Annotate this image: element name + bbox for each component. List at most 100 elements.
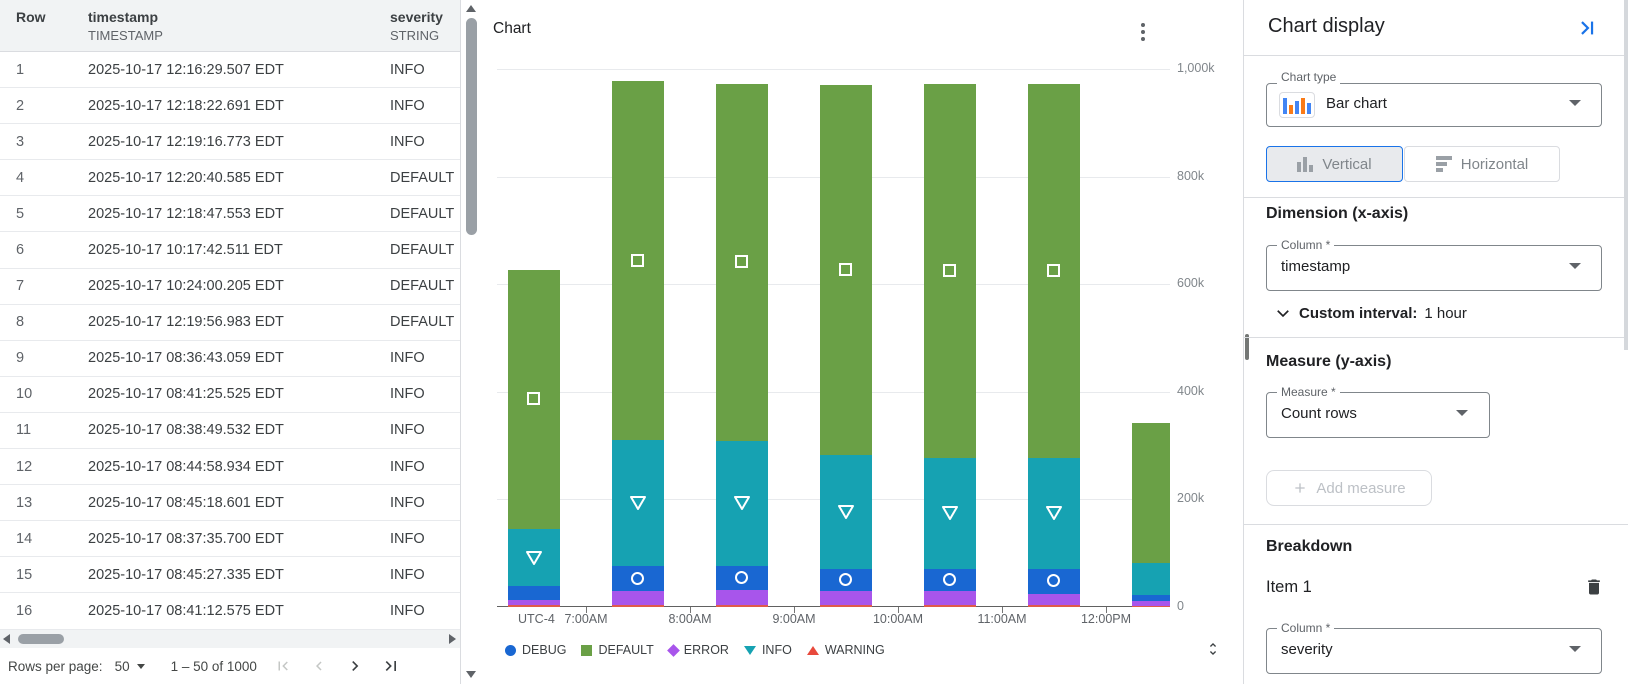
vertical-scrollbar-thumb[interactable] xyxy=(466,18,477,235)
chart-type-dropdown[interactable] xyxy=(1266,83,1602,127)
square-legend-icon xyxy=(581,644,593,656)
x-axis-label: 10:00AM xyxy=(872,612,924,626)
scroll-left-arrow-icon[interactable] xyxy=(3,634,10,644)
pagination-bar: Rows per page: 50 1 – 50 of 1000 xyxy=(0,648,460,684)
triangle-up-legend-icon xyxy=(806,645,819,655)
breakdown-column-label: Column * xyxy=(1277,621,1335,635)
scroll-up-arrow-icon[interactable] xyxy=(466,5,476,12)
x-axis-tick xyxy=(794,607,795,613)
bar-segment-debug xyxy=(820,568,872,591)
timestamp-cell: 2025-10-17 08:36:43.059 EDT xyxy=(88,350,284,367)
table-header: Row timestamp TIMESTAMP severity STRING xyxy=(0,0,460,52)
y-axis-label: 200k xyxy=(1177,491,1205,506)
chart-type-label: Chart type xyxy=(1277,70,1341,84)
stacked-bar xyxy=(1132,423,1170,607)
horizontal-orientation-button[interactable]: Horizontal xyxy=(1404,146,1560,182)
timestamp-cell: 2025-10-17 12:19:56.983 EDT xyxy=(88,314,284,331)
stacked-bar xyxy=(820,85,872,607)
table-row: 1 2025-10-17 12:16:29.507 EDT INFO xyxy=(0,52,460,89)
timestamp-cell: 2025-10-17 12:20:40.585 EDT xyxy=(88,169,284,186)
first-page-button[interactable] xyxy=(271,654,295,678)
vertical-scrollbar[interactable] xyxy=(461,0,484,684)
x-axis-tick xyxy=(1002,607,1003,613)
panel-title: Chart display xyxy=(1268,15,1385,37)
table-row: 9 2025-10-17 08:36:43.059 EDT INFO xyxy=(0,341,460,377)
expand-chart-icon[interactable] xyxy=(1205,636,1221,667)
triangle-down-marker-icon xyxy=(1045,505,1063,526)
bar-segment-error xyxy=(1132,601,1170,606)
measure-value: Count rows xyxy=(1281,405,1357,422)
square-marker-icon xyxy=(527,392,540,406)
circle-marker-icon xyxy=(735,570,748,584)
triangle-down-marker-icon xyxy=(733,495,751,516)
table-row: 13 2025-10-17 08:45:18.601 EDT INFO xyxy=(0,485,460,522)
panel-scrollbar-thumb[interactable] xyxy=(1624,0,1628,350)
timestamp-cell: 2025-10-17 12:19:16.773 EDT xyxy=(88,133,284,150)
row-number: 3 xyxy=(16,133,25,150)
table-row: 2 2025-10-17 12:18:22.691 EDT INFO xyxy=(0,88,460,125)
scroll-down-arrow-icon[interactable] xyxy=(466,671,476,678)
chart-type-caret-icon xyxy=(1569,100,1581,106)
row-number: 10 xyxy=(16,386,33,403)
bar-segment-warning xyxy=(716,604,768,607)
column-type-timestamp: TIMESTAMP xyxy=(88,28,163,43)
row-number: 2 xyxy=(16,97,25,114)
severity-cell: INFO xyxy=(390,386,425,403)
vertical-orientation-button[interactable]: Vertical xyxy=(1266,146,1403,182)
timezone-label: UTC-4 xyxy=(518,612,555,626)
triangle-down-legend-icon xyxy=(743,645,756,655)
horizontal-scrollbar-thumb[interactable] xyxy=(18,634,64,644)
gridline xyxy=(497,69,1170,70)
dimension-column-label: Column * xyxy=(1277,238,1335,252)
severity-cell: INFO xyxy=(390,350,425,367)
severity-cell: INFO xyxy=(390,61,425,78)
dimension-column-dropdown[interactable] xyxy=(1266,245,1602,291)
dropdown-caret-icon xyxy=(136,663,145,669)
plus-icon xyxy=(1295,483,1306,493)
legend-item-debug: DEBUG xyxy=(505,643,566,657)
timestamp-cell: 2025-10-17 08:45:18.601 EDT xyxy=(88,494,284,511)
y-axis-label: 0 xyxy=(1177,599,1184,613)
collapse-panel-icon[interactable] xyxy=(1576,17,1598,44)
add-measure-button[interactable]: Add measure xyxy=(1266,470,1432,506)
square-marker-icon xyxy=(1047,264,1060,278)
bar-segment-error xyxy=(1028,594,1080,605)
horizontal-scrollbar[interactable] xyxy=(0,630,460,648)
panel-splitter-handle[interactable] xyxy=(1245,334,1249,360)
custom-interval-toggle[interactable]: Custom interval: 1 hour xyxy=(1274,304,1467,322)
measure-dropdown[interactable] xyxy=(1266,392,1490,438)
table-row: 3 2025-10-17 12:19:16.773 EDT INFO xyxy=(0,124,460,161)
horizontal-bars-icon xyxy=(1435,156,1452,172)
last-page-button[interactable] xyxy=(379,654,403,678)
scroll-right-arrow-icon[interactable] xyxy=(449,634,456,644)
bar-segment-default xyxy=(716,84,768,441)
table-row: 12 2025-10-17 08:44:58.934 EDT INFO xyxy=(0,449,460,486)
custom-interval-label: Custom interval: xyxy=(1299,304,1418,322)
dimension-column-value: timestamp xyxy=(1281,258,1351,275)
bar-segment-default xyxy=(1132,423,1170,563)
row-number: 9 xyxy=(16,350,25,367)
previous-page-button[interactable] xyxy=(307,654,331,678)
rows-per-page-select[interactable]: 50 xyxy=(115,659,145,674)
severity-cell: DEFAULT xyxy=(390,169,455,186)
bar-segment-default xyxy=(612,80,664,441)
row-number: 15 xyxy=(16,566,33,583)
breakdown-heading: Breakdown xyxy=(1266,538,1353,555)
next-page-button[interactable] xyxy=(343,654,367,678)
bar-segment-info xyxy=(508,529,560,587)
x-axis-label: 12:00PM xyxy=(1080,612,1132,626)
row-number: 5 xyxy=(16,205,25,222)
x-axis-tick xyxy=(586,607,587,613)
table-row: 14 2025-10-17 08:37:35.700 EDT INFO xyxy=(0,521,460,558)
bar-chart-type-icon xyxy=(1279,92,1315,118)
table-row: 4 2025-10-17 12:20:40.585 EDT DEFAULT xyxy=(0,160,460,197)
chart-title: Chart xyxy=(493,20,531,37)
table-row: 16 2025-10-17 08:41:12.575 EDT INFO xyxy=(0,593,460,630)
bar-segment-debug xyxy=(1028,568,1080,595)
chart-legend: DEBUG DEFAULT ERROR INFO WARNING xyxy=(505,640,885,660)
breakdown-column-dropdown[interactable] xyxy=(1266,628,1602,674)
delete-breakdown-icon[interactable] xyxy=(1584,576,1608,600)
stacked-bar xyxy=(716,84,768,607)
chart-overflow-menu-icon[interactable] xyxy=(1132,21,1154,43)
square-marker-icon xyxy=(735,255,748,269)
